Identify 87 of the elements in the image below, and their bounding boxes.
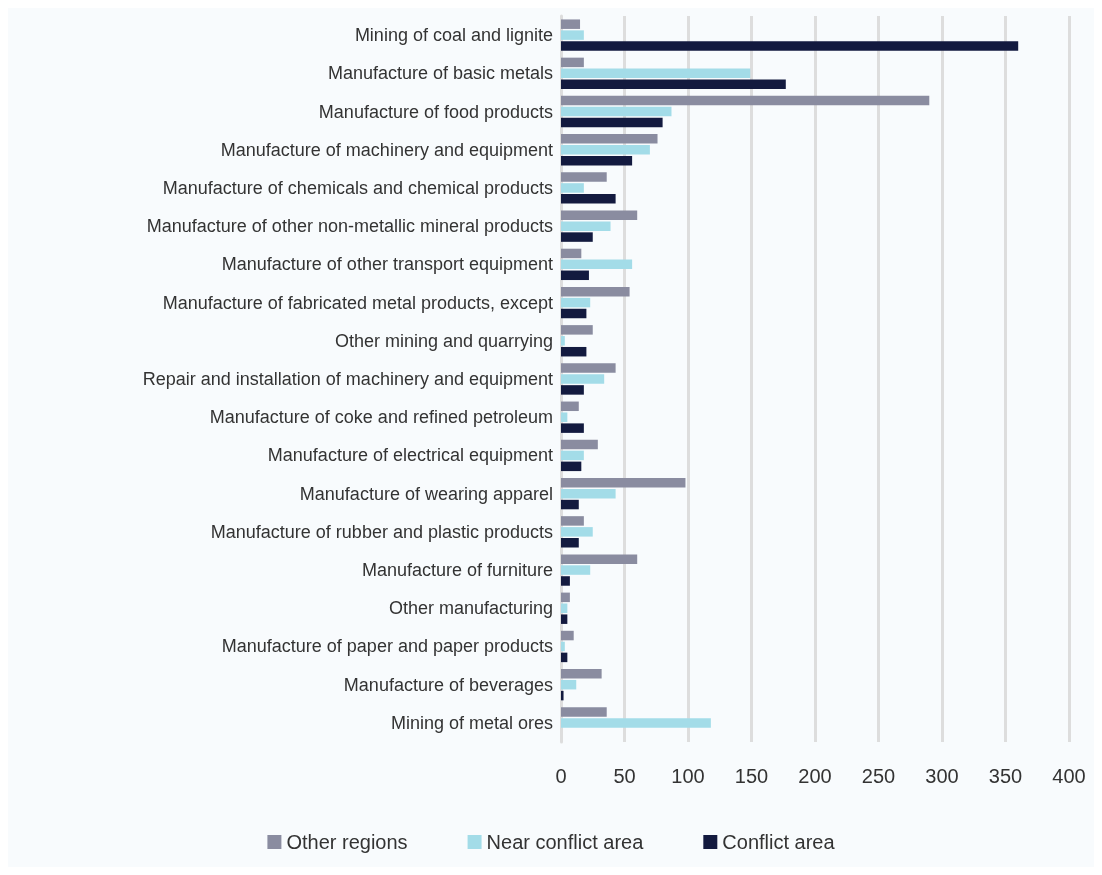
y-tick-label: Manufacture of other transport equipment: [221, 254, 553, 275]
x-tick-label: 350: [988, 765, 1023, 787]
bar: [561, 325, 593, 335]
bar: [561, 565, 591, 575]
bar: [561, 499, 579, 510]
bar: [561, 286, 630, 297]
bar: [561, 576, 570, 586]
y-tick-label: Manufacture of furniture: [361, 560, 553, 581]
x-tick-label: 300: [925, 765, 959, 787]
y-tick-label: Manufacture of food products: [318, 101, 553, 122]
bar: [561, 210, 638, 220]
bar: [561, 57, 584, 68]
bar: [561, 19, 581, 29]
bar: [561, 718, 711, 728]
bar: [561, 183, 584, 193]
bar: [561, 439, 598, 450]
bar: [561, 270, 589, 281]
x-tick-label: 200: [798, 765, 832, 787]
bar: [561, 155, 633, 166]
bar: [561, 297, 591, 308]
bar: [561, 259, 633, 270]
x-tick-label: 100: [671, 765, 705, 787]
y-tick-label: Mining of metal ores: [390, 712, 553, 733]
y-tick-label: Manufacture of coke and refined petroleum: [209, 407, 553, 428]
bar: [561, 248, 582, 259]
bar: [561, 669, 602, 679]
bar: [561, 461, 582, 472]
bar: [561, 450, 584, 461]
bar: [561, 144, 650, 155]
bar: [561, 95, 930, 106]
bar: [561, 527, 593, 537]
bar: [561, 374, 605, 384]
y-tick-label: Manufacture of rubber and plastic products: [210, 521, 553, 542]
bar: [561, 308, 587, 319]
y-tick-label: Manufacture of beverages: [343, 674, 553, 695]
bar: [561, 707, 607, 717]
y-tick-label: Manufacture of wearing apparel: [299, 483, 553, 504]
bar: [561, 106, 672, 117]
bar: [561, 30, 584, 40]
x-tick-label: 50: [613, 765, 636, 787]
bar: [561, 172, 607, 182]
y-tick-label: Manufacture of chemicals and chemical products: [162, 177, 553, 198]
bar: [561, 68, 751, 79]
bar: [561, 679, 577, 690]
legend-label: Other regions: [286, 831, 408, 853]
bar: [561, 363, 616, 373]
bar: [561, 423, 584, 433]
bar: [561, 592, 570, 603]
bar: [561, 488, 616, 499]
bar: [561, 516, 584, 526]
y-tick-label: Other mining and quarrying: [334, 330, 553, 351]
bar: [561, 221, 611, 231]
bar: [561, 412, 568, 422]
y-tick-label: Manufacture of other non-metallic mineral products: [146, 216, 553, 237]
bar: [561, 477, 686, 488]
bar: [561, 117, 663, 128]
bar: [561, 690, 564, 701]
bar: [561, 41, 1019, 51]
bar: [561, 630, 574, 641]
y-tick-label: Other manufacturing: [388, 598, 553, 619]
bar: [561, 401, 579, 412]
bar: [561, 554, 638, 564]
bar: [561, 385, 584, 395]
legend-label: Conflict area: [722, 831, 836, 853]
y-tick-label: Manufacture of fabricated metal products, except: [162, 292, 553, 313]
bar: [561, 538, 579, 548]
x-tick-label: 150: [734, 765, 769, 787]
y-tick-label: Manufacture of electrical equipment: [267, 445, 553, 466]
y-tick-label: Mining of coal and lignite: [354, 25, 553, 46]
x-tick-label: 400: [1052, 765, 1086, 787]
bar: [561, 346, 587, 357]
x-tick-label: 250: [861, 765, 896, 787]
bar: [561, 194, 616, 204]
bar: [561, 79, 786, 89]
bar: [561, 232, 593, 242]
bar: [561, 614, 568, 624]
legend-label: Near conflict area: [486, 831, 645, 853]
y-tick-label: Manufacture of machinery and equipment: [220, 139, 553, 160]
bar: [561, 603, 568, 614]
bar: [561, 336, 565, 346]
y-tick-label: Manufacture of basic metals: [327, 63, 553, 84]
x-tick-label: 0: [555, 765, 567, 787]
bar: [561, 652, 568, 663]
y-tick-label: Manufacture of paper and paper products: [221, 636, 553, 657]
y-tick-label: Repair and installation of machinery and equipment: [142, 369, 553, 389]
bar: [561, 134, 658, 144]
bar: [561, 641, 565, 652]
